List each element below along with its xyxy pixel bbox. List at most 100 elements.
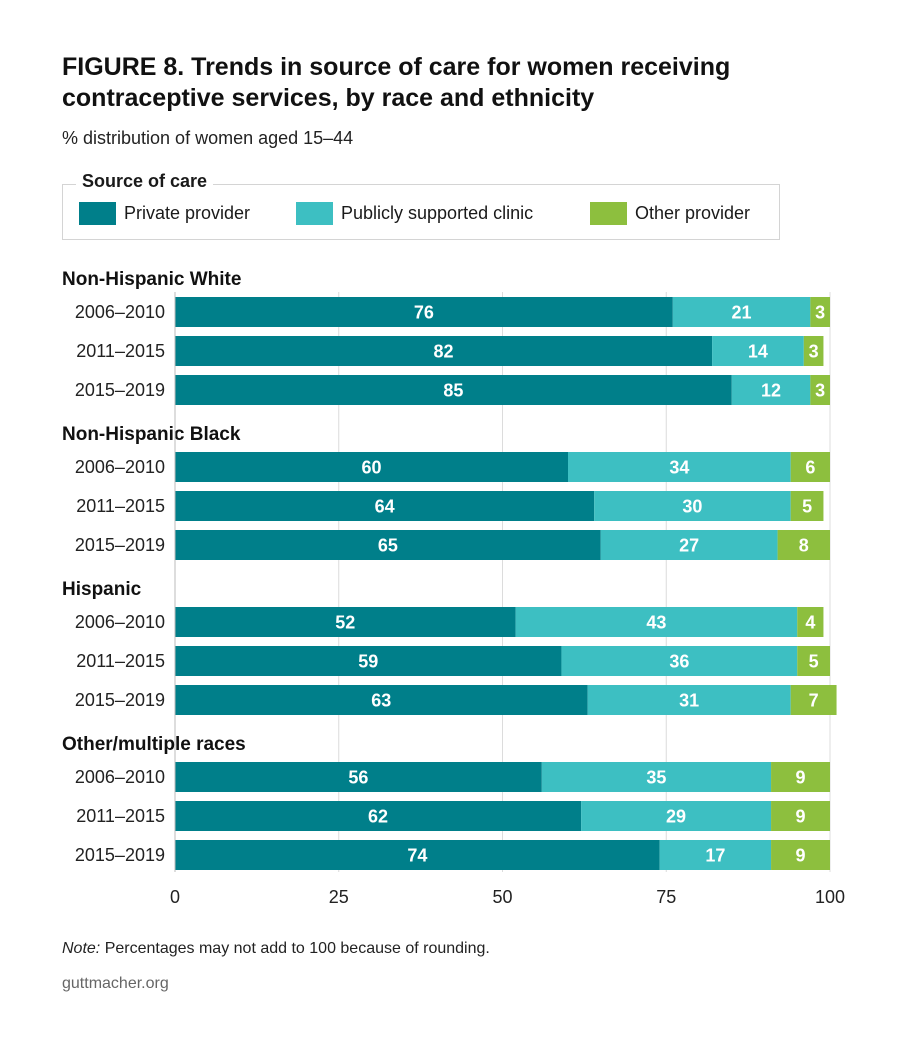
data-label: 65 xyxy=(378,536,398,556)
data-label: 64 xyxy=(375,497,395,517)
data-label: 3 xyxy=(815,381,825,401)
data-label: 21 xyxy=(732,303,752,323)
row-label: 2006–2010 xyxy=(75,767,165,787)
data-label: 5 xyxy=(802,497,812,517)
bar-segment xyxy=(587,685,791,715)
footnote-text: Percentages may not add to 100 because o… xyxy=(100,940,490,957)
data-label: 8 xyxy=(799,536,809,556)
bar-segment xyxy=(659,840,772,870)
legend-item-other: Other provider xyxy=(590,202,750,225)
group-label: Non-Hispanic White xyxy=(62,269,241,290)
bar-segment xyxy=(175,375,732,405)
group-label: Other/multiple races xyxy=(62,734,246,755)
legend-label-other: Other provider xyxy=(635,203,751,223)
row-label: 2011–2015 xyxy=(76,496,165,516)
data-label: 9 xyxy=(796,807,806,827)
data-label: 34 xyxy=(669,458,689,478)
data-label: 3 xyxy=(815,303,825,323)
bar-segment xyxy=(581,801,772,831)
row-label: 2006–2010 xyxy=(75,457,165,477)
row-label: 2011–2015 xyxy=(76,806,165,826)
legend-swatch-private xyxy=(79,202,116,225)
bar-segment xyxy=(515,607,798,637)
bar-segment xyxy=(175,336,713,366)
bar-segment xyxy=(568,452,791,482)
bar-segment xyxy=(594,491,791,521)
bar-segment xyxy=(771,762,830,792)
x-tick-label: 100 xyxy=(815,887,845,907)
row-label: 2011–2015 xyxy=(76,651,165,671)
data-label: 76 xyxy=(414,303,434,323)
data-label: 14 xyxy=(748,342,768,362)
x-tick-label: 25 xyxy=(329,887,349,907)
bar-segment xyxy=(541,762,772,792)
x-tick-label: 75 xyxy=(656,887,676,907)
data-label: 4 xyxy=(805,613,815,633)
bar-segment xyxy=(797,607,824,637)
data-label: 30 xyxy=(682,497,702,517)
bar-segment xyxy=(561,646,798,676)
bar-segment xyxy=(175,646,562,676)
data-label: 85 xyxy=(443,381,463,401)
bar-segment xyxy=(175,685,588,715)
bar-segment xyxy=(175,762,542,792)
source-credit: guttmacher.org xyxy=(62,975,169,992)
data-label: 36 xyxy=(669,652,689,672)
bar-segment xyxy=(600,530,778,560)
bar-segment xyxy=(790,491,824,521)
row-label: 2006–2010 xyxy=(75,612,165,632)
data-label: 27 xyxy=(679,536,699,556)
x-tick-label: 50 xyxy=(492,887,512,907)
data-label: 52 xyxy=(335,613,355,633)
x-tick-label: 0 xyxy=(170,887,180,907)
data-label: 35 xyxy=(646,768,666,788)
bar-segment xyxy=(797,646,830,676)
group-label: Hispanic xyxy=(62,579,142,600)
chart-subtitle: % distribution of women aged 15–44 xyxy=(62,128,354,148)
row-label: 2006–2010 xyxy=(75,302,165,322)
data-label: 43 xyxy=(646,613,666,633)
bar-segment xyxy=(771,840,830,870)
bar-segment xyxy=(712,336,804,366)
data-label: 12 xyxy=(761,381,781,401)
data-label: 7 xyxy=(809,691,819,711)
data-label: 82 xyxy=(434,342,454,362)
data-label: 9 xyxy=(796,768,806,788)
chart-title: FIGURE 8. Trends in source of care for w… xyxy=(62,53,731,112)
bar-segment xyxy=(810,375,830,405)
row-label: 2011–2015 xyxy=(76,341,165,361)
data-label: 31 xyxy=(679,691,699,711)
legend-label-private: Private provider xyxy=(124,203,251,223)
bar-segment xyxy=(810,297,830,327)
legend-item-public: Publicly supported clinic xyxy=(296,202,533,225)
data-label: 29 xyxy=(666,807,686,827)
bar-segment xyxy=(672,297,811,327)
row-label: 2015–2019 xyxy=(75,535,165,555)
row-label: 2015–2019 xyxy=(75,845,165,865)
bar-segment xyxy=(790,452,830,482)
bar-segment xyxy=(731,375,811,405)
bar-segment xyxy=(175,530,601,560)
bar-segment xyxy=(777,530,830,560)
bar-segment xyxy=(175,297,673,327)
data-label: 74 xyxy=(407,846,427,866)
bar-segment xyxy=(175,840,660,870)
bar-segment xyxy=(175,801,582,831)
row-label: 2015–2019 xyxy=(75,380,165,400)
data-label: 56 xyxy=(348,768,368,788)
legend-box xyxy=(62,184,780,240)
data-label: 5 xyxy=(809,652,819,672)
footnote: Note: Percentages may not add to 100 bec… xyxy=(62,940,490,958)
legend-swatch-public xyxy=(296,202,333,225)
data-label: 9 xyxy=(796,846,806,866)
data-label: 6 xyxy=(805,458,815,478)
bar-segment xyxy=(175,491,595,521)
legend-item-private: Private provider xyxy=(79,202,250,225)
data-label: 62 xyxy=(368,807,388,827)
group-label: Non-Hispanic Black xyxy=(62,424,241,445)
data-label: 60 xyxy=(361,458,381,478)
bar-segment xyxy=(175,607,516,637)
bar-segment xyxy=(175,452,568,482)
bar-segment xyxy=(790,685,837,715)
